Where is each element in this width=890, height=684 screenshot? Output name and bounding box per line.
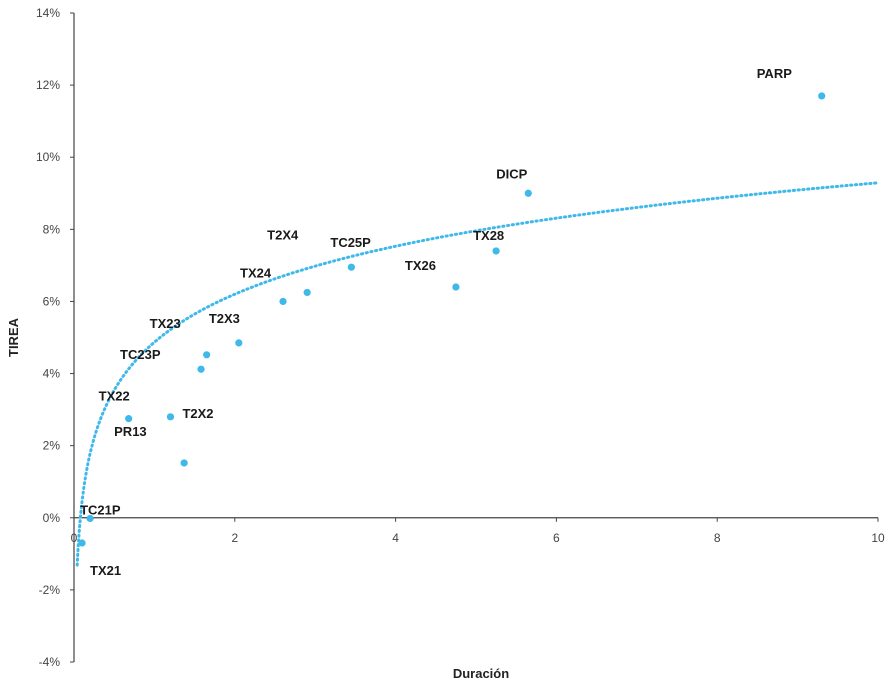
data-point-t2x3 [235,339,243,347]
y-tick-label: 4% [43,367,61,381]
point-label-tc23p: TC23P [120,347,161,362]
point-label-tx26: TX26 [405,258,436,273]
x-tick-label: 2 [231,531,238,545]
trendline [75,181,880,567]
y-tick-label: -4% [39,655,61,669]
data-point-tx26 [452,283,460,291]
x-tick-label: 4 [392,531,399,545]
point-label-tc25p: TC25P [330,235,371,250]
x-axis-title: Duración [453,666,509,681]
x-axis-ticks: 0 2 4 6 8 10 [71,517,885,545]
point-label-tx22: TX22 [99,389,130,404]
data-point-tc23p [197,365,205,373]
y-tick-label: 2% [43,439,61,453]
y-axis-title: TIREA [6,317,21,357]
point-label-pr13: PR13 [114,424,147,439]
point-label-t2x4: T2X4 [267,227,299,242]
data-point-tx28 [492,247,500,255]
axes [73,13,878,662]
data-point-tx22 [125,415,133,423]
x-tick-label: 8 [714,531,721,545]
point-label-dicp: DICP [496,166,527,181]
x-tick-label: 0 [71,531,78,545]
point-label-tx21: TX21 [90,563,121,578]
y-tick-label: 10% [36,150,60,164]
data-point-t2x4 [303,288,311,297]
data-point-tx23 [203,351,211,359]
y-tick-label: 0% [43,511,61,525]
data-point-tx21 [78,539,86,547]
y-tick-label: -2% [39,583,61,597]
point-label-t2x3: T2X3 [209,311,240,326]
y-tick-label: 14% [36,6,60,20]
point-labels: PARP DICP TX28 TX26 TC25P T2X4 TX24 T2X3 TX23 TC2… [80,66,792,578]
point-label-t2x2: T2X2 [182,406,213,421]
x-tick-label: 10 [871,531,885,545]
y-axis-ticks: -4% -2% 0% 2% 4% 6% 8% 10% 12% 14% [36,6,74,669]
y-tick-label: 12% [36,78,60,92]
data-point-tc25p [347,263,355,271]
point-label-tx28: TX28 [473,228,504,243]
data-point-parp [818,92,826,100]
point-label-tx23: TX23 [150,316,181,331]
y-tick-label: 8% [43,222,61,236]
data-point-dicp [524,189,532,197]
data-point-pr13 [180,459,188,467]
y-tick-label: 6% [43,294,61,308]
point-label-tx24: TX24 [240,265,272,280]
point-label-tc21p: TC21P [80,502,121,517]
data-point-tc21p [86,514,94,523]
point-label-parp: PARP [757,66,792,81]
x-tick-label: 6 [553,531,560,545]
data-point-tx24 [279,297,287,306]
data-points [78,92,826,547]
data-point-t2x2 [166,413,175,421]
